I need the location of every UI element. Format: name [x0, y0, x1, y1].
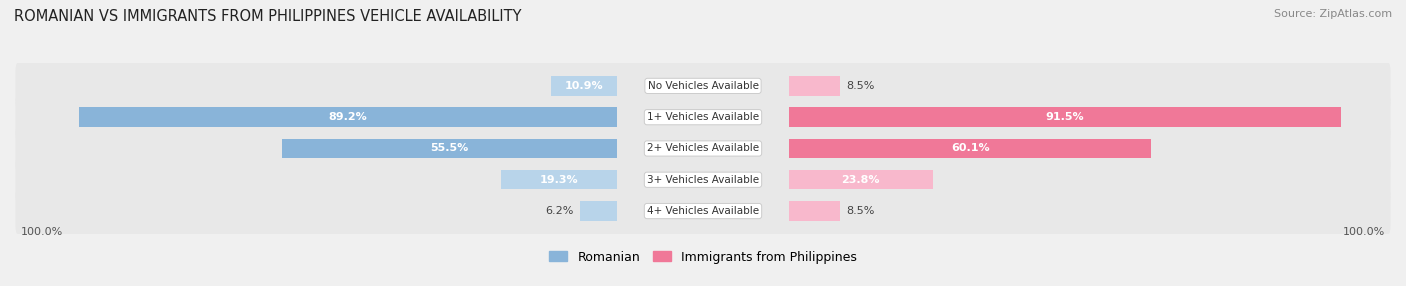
Text: 100.0%: 100.0% [21, 227, 63, 237]
Bar [789, 170, 932, 189]
FancyBboxPatch shape [15, 94, 1391, 140]
Text: 3+ Vehicles Available: 3+ Vehicles Available [647, 175, 759, 185]
Bar [789, 108, 1341, 127]
Text: 1+ Vehicles Available: 1+ Vehicles Available [647, 112, 759, 122]
Bar [789, 139, 1152, 158]
Bar [551, 76, 617, 96]
Text: 55.5%: 55.5% [430, 144, 468, 154]
Text: Source: ZipAtlas.com: Source: ZipAtlas.com [1274, 9, 1392, 19]
Bar [789, 201, 841, 221]
Text: 23.8%: 23.8% [842, 175, 880, 185]
Text: No Vehicles Available: No Vehicles Available [648, 81, 758, 91]
Text: 6.2%: 6.2% [546, 206, 574, 216]
Text: 8.5%: 8.5% [846, 81, 875, 91]
Bar [789, 76, 841, 96]
Text: 19.3%: 19.3% [540, 175, 578, 185]
Text: 4+ Vehicles Available: 4+ Vehicles Available [647, 206, 759, 216]
Text: 10.9%: 10.9% [565, 81, 603, 91]
Text: 91.5%: 91.5% [1046, 112, 1084, 122]
Bar [79, 108, 617, 127]
Bar [283, 139, 617, 158]
FancyBboxPatch shape [15, 157, 1391, 202]
Text: ROMANIAN VS IMMIGRANTS FROM PHILIPPINES VEHICLE AVAILABILITY: ROMANIAN VS IMMIGRANTS FROM PHILIPPINES … [14, 9, 522, 23]
Bar [501, 170, 617, 189]
FancyBboxPatch shape [15, 63, 1391, 109]
FancyBboxPatch shape [15, 188, 1391, 234]
FancyBboxPatch shape [15, 126, 1391, 171]
Text: 60.1%: 60.1% [950, 144, 990, 154]
Text: 2+ Vehicles Available: 2+ Vehicles Available [647, 144, 759, 154]
Text: 89.2%: 89.2% [329, 112, 367, 122]
Text: 100.0%: 100.0% [1343, 227, 1385, 237]
Text: 8.5%: 8.5% [846, 206, 875, 216]
Bar [579, 201, 617, 221]
Legend: Romanian, Immigrants from Philippines: Romanian, Immigrants from Philippines [544, 246, 862, 269]
